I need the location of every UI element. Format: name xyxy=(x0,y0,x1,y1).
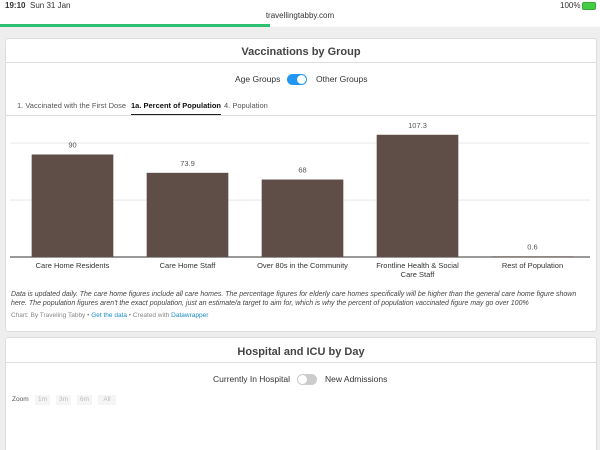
tab[interactable]: 4. Population xyxy=(224,101,268,110)
battery-icon xyxy=(582,2,596,10)
credit: Chart: By Traveling Tabby • Get the data… xyxy=(11,312,208,319)
bar xyxy=(146,172,229,257)
browser-bar xyxy=(0,0,600,27)
zoom-button[interactable]: 6m xyxy=(77,395,92,405)
chart: 90 73.9 68 107.3 0.6 xyxy=(10,121,590,258)
value-label: 73.9 xyxy=(180,159,195,168)
battery: 100% xyxy=(560,1,581,10)
value-label: 68 xyxy=(298,166,306,175)
toggle[interactable] xyxy=(287,74,307,85)
time: 19:10 xyxy=(5,1,26,10)
zoom-button[interactable]: 3m xyxy=(56,395,71,405)
credit-text: • Created with xyxy=(126,312,172,319)
category-label: Over 80s in the Community xyxy=(257,261,348,270)
category-label: Rest of Population xyxy=(501,261,564,270)
divider xyxy=(6,115,596,116)
link[interactable]: Get the data xyxy=(91,312,127,319)
value-label: 107.3 xyxy=(408,121,427,130)
toggle-label: New Admissions xyxy=(325,374,388,384)
credit-text: Chart: By Traveling Tabby • xyxy=(11,312,92,319)
category-label: Care Home Staff xyxy=(159,261,216,270)
divider xyxy=(6,362,596,363)
card-title: Vaccinations by Group xyxy=(241,46,361,58)
category-label: Care Home Residents xyxy=(35,261,110,270)
bar xyxy=(261,179,344,257)
bar xyxy=(376,134,459,257)
zoom-button[interactable]: All xyxy=(98,395,116,405)
toggle-label: Currently In Hospital xyxy=(213,374,291,384)
category-label: Frontline Health & Social Care Staff xyxy=(376,261,459,279)
card: Hospital and ICU by Day xyxy=(5,337,597,450)
load-progress xyxy=(0,24,270,27)
value-label: 90 xyxy=(68,140,76,149)
tab[interactable]: 1. Vaccinated with the First Dose xyxy=(17,101,127,110)
bar xyxy=(31,154,114,257)
toggle-label: Age Groups xyxy=(235,74,281,84)
bar xyxy=(491,256,574,257)
zoom-button[interactable]: 1m xyxy=(35,395,50,405)
divider xyxy=(6,62,596,63)
toggle[interactable] xyxy=(297,374,317,385)
date: Sun 31 Jan xyxy=(30,1,71,10)
notes: Data is updated daily. The care home fig… xyxy=(11,291,577,307)
link[interactable]: Datawrapper xyxy=(171,312,209,319)
url[interactable]: travellingtabby.com xyxy=(265,11,335,20)
toggle-label: Other Groups xyxy=(316,74,368,84)
zoom-label: Zoom xyxy=(12,396,29,403)
value-label: 0.6 xyxy=(527,242,537,251)
card-title: Hospital and ICU by Day xyxy=(237,346,365,358)
